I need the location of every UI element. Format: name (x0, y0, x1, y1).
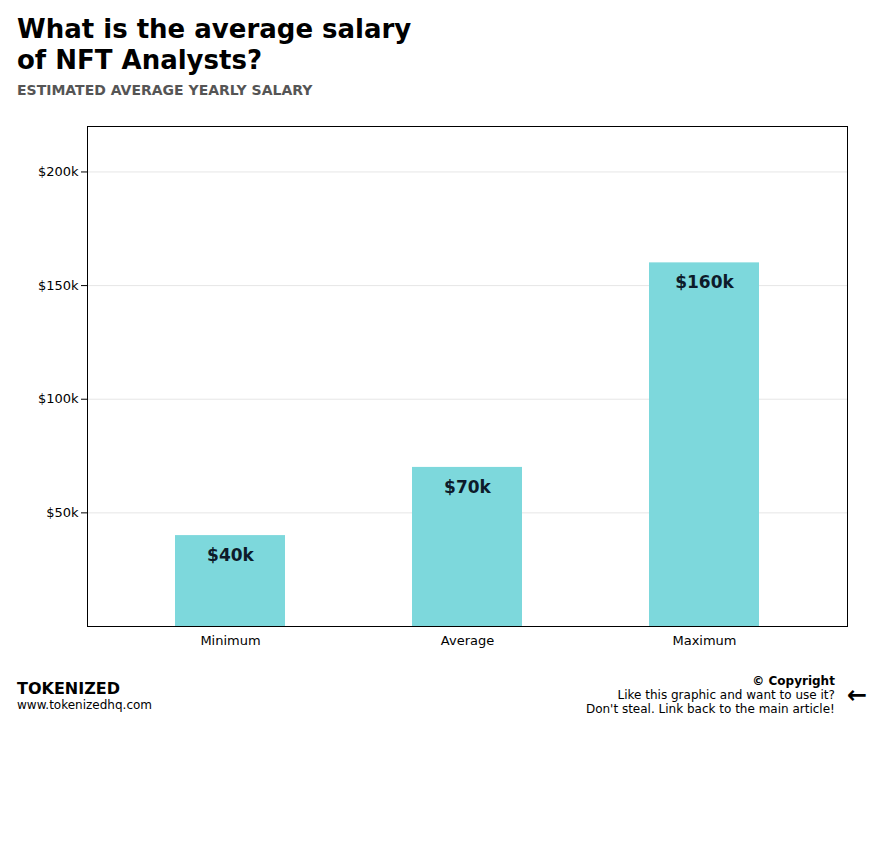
html-text:What is the average salary of: What is the average salary of NFT Analys… (17, 14, 412, 76)
svg-text:$160k: $160k (675, 273, 734, 293)
html-text:TOKENIZED: TOKENIZED (17, 678, 120, 698)
svg-text:$40k: $40k (207, 545, 254, 565)
svg-text:Minimum: Minimum (200, 633, 260, 648)
svg-text:$200k: $200k (38, 164, 79, 179)
html-text:© Copyright: © Copyright (752, 674, 835, 689)
svg-text:Maximum: Maximum (672, 633, 736, 648)
svg-text:$100k: $100k (38, 392, 79, 407)
svg-text:$150k: $150k (38, 278, 79, 293)
svg-text:$50k: $50k (46, 505, 79, 520)
svg-text:$70k: $70k (444, 477, 491, 497)
html-text:www.tokenizedhq.com: www.tokenizedhq.com (17, 697, 152, 712)
html-text:Like this graphic and want to: Like this graphic and want to use it? Do… (585, 688, 835, 717)
svg-text:Average: Average (441, 633, 494, 648)
html-text:ESTIMATED AVERAGE YEARLY SALAR: ESTIMATED AVERAGE YEARLY SALARY (17, 82, 313, 99)
